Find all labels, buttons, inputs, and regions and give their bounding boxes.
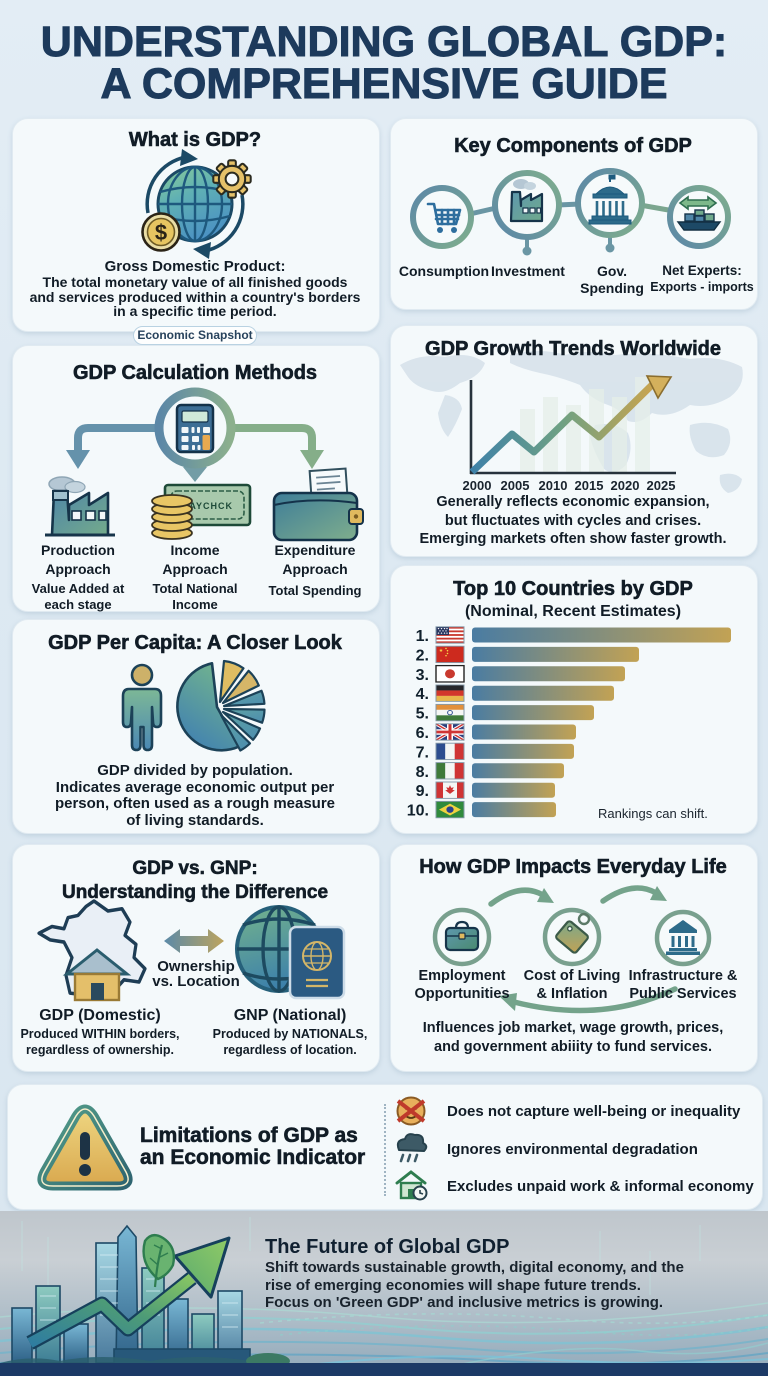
svg-text:2005: 2005 [501,478,530,493]
svg-text:2.: 2. [416,647,429,664]
svg-text:2015: 2015 [575,478,604,493]
svg-text:2020: 2020 [611,478,640,493]
svg-text:2000: 2000 [463,478,492,493]
svg-text:2025: 2025 [647,478,676,493]
svg-text:$: $ [155,220,167,245]
svg-text:7.: 7. [416,744,429,761]
svg-text:8.: 8. [416,764,429,781]
svg-text:3.: 3. [416,667,429,684]
svg-text:9.: 9. [416,783,429,800]
svg-text:2010: 2010 [539,478,568,493]
svg-text:6.: 6. [416,725,429,742]
svg-text:10.: 10. [407,803,429,820]
svg-text:1.: 1. [416,628,429,645]
svg-text:5.: 5. [416,706,429,723]
svg-text:4.: 4. [416,686,429,703]
svg-text:PAYCHCK: PAYCHCK [183,501,233,511]
